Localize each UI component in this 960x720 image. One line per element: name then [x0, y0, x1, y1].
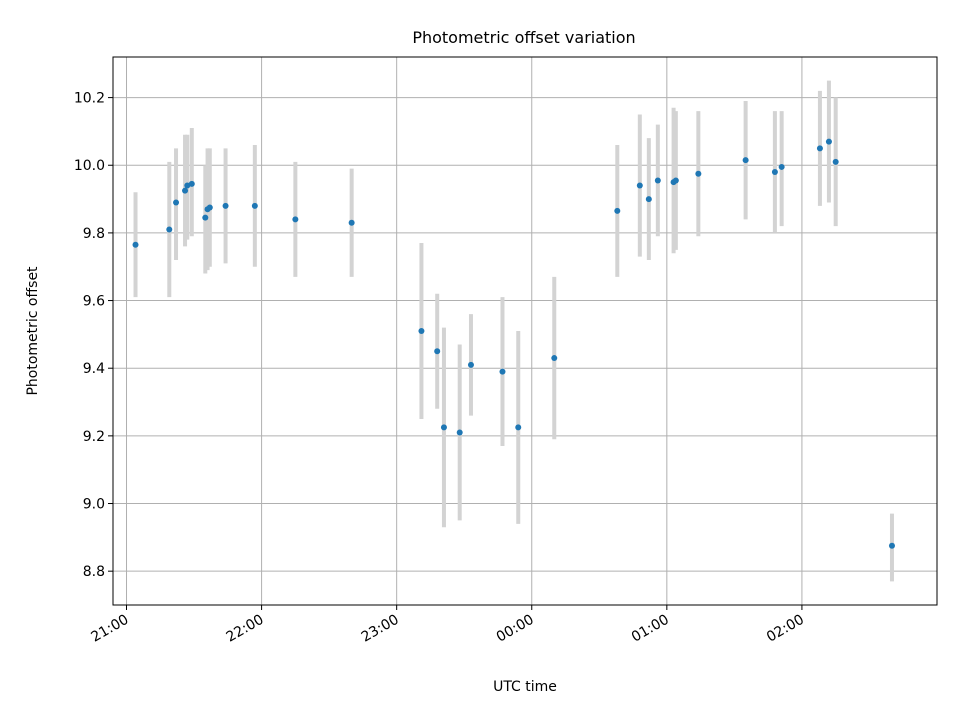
data-point: [888, 542, 895, 549]
y-tick-label: 9.2: [83, 429, 105, 445]
data-point: [173, 199, 180, 206]
data-point: [182, 187, 189, 194]
y-axis: 8.8 9.0 9.2 9.4 9.6 9.8 10.0 10.2: [74, 91, 113, 580]
plot-frame: [112, 56, 938, 606]
data-point: [166, 226, 173, 233]
data-point: [654, 177, 661, 184]
data-point: [825, 138, 832, 145]
grid: [113, 57, 937, 605]
data-point: [771, 169, 778, 176]
y-tick-label: 8.8: [83, 564, 105, 580]
data-point: [418, 328, 425, 334]
data-point: [202, 214, 209, 221]
data-point: [184, 182, 191, 189]
data-point: [695, 170, 702, 177]
data-point: [816, 145, 823, 152]
data-point: [467, 361, 474, 368]
data-point: [456, 429, 463, 436]
y-tick-label: 10.0: [74, 158, 105, 174]
data-point: [222, 202, 229, 209]
data-point: [672, 177, 679, 184]
y-tick-label: 9.4: [83, 361, 105, 377]
chart-title: Photometric offset variation: [412, 28, 635, 47]
y-tick-label: 9.0: [83, 497, 105, 513]
data-point: [551, 355, 558, 362]
data-point: [832, 158, 839, 165]
data-point: [348, 219, 355, 226]
data-points: [132, 138, 895, 549]
data-point: [614, 207, 621, 214]
data-point: [499, 368, 506, 375]
data-point: [778, 163, 785, 170]
data-point: [742, 157, 749, 164]
data-point: [636, 182, 643, 189]
data-point: [515, 424, 522, 431]
data-point: [645, 196, 652, 203]
data-point: [440, 424, 447, 431]
data-point: [132, 241, 139, 248]
y-tick-label: 10.2: [74, 91, 105, 107]
data-point: [206, 204, 213, 211]
y-axis-label: Photometric offset: [25, 266, 41, 396]
y-tick-label: 9.8: [83, 226, 105, 242]
data-point: [251, 202, 258, 209]
data-point: [434, 348, 441, 355]
y-tick-label: 9.6: [83, 294, 105, 310]
data-point: [188, 180, 195, 187]
data-point: [292, 216, 299, 223]
x-axis-label: UTC time: [493, 679, 557, 695]
